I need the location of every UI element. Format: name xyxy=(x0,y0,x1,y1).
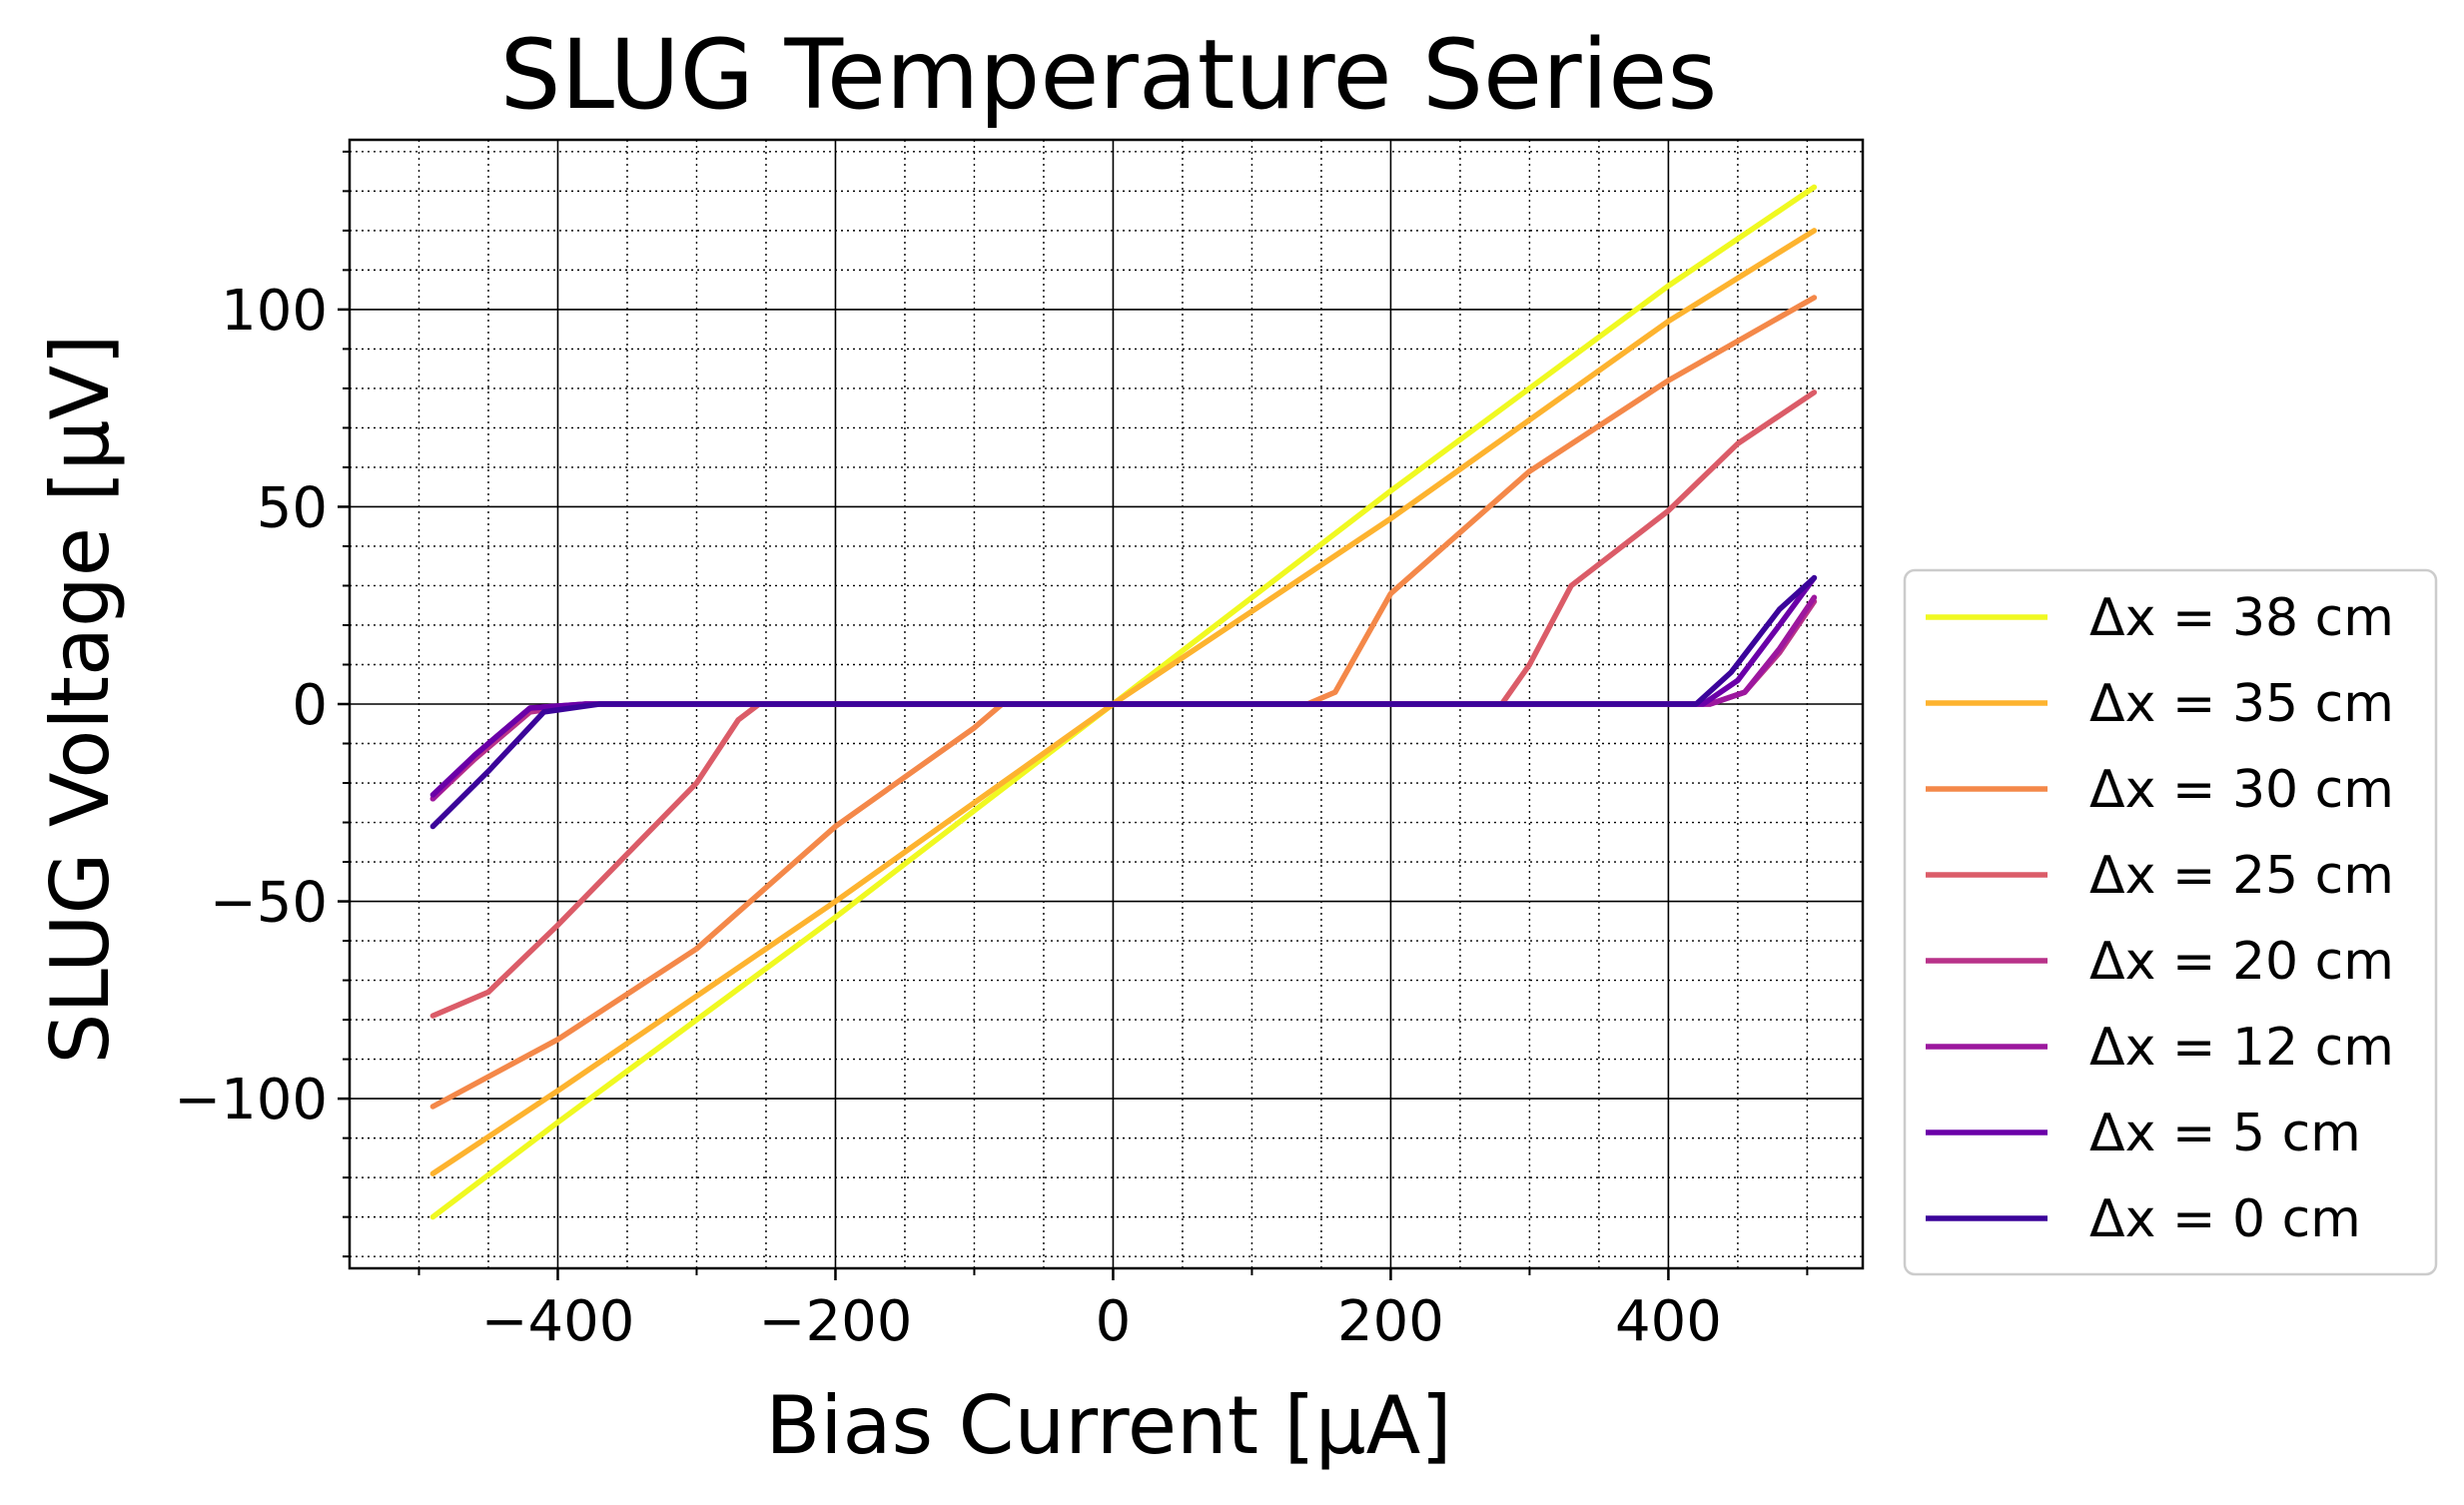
series-line xyxy=(429,574,1818,798)
x-axis-label: Bias Current [μA] xyxy=(765,1379,1451,1472)
legend-items: Δx = 38 cm Δx = 35 cm Δx = 30 cm Δx = 25 cm… xyxy=(1926,588,2394,1249)
series-group xyxy=(429,184,1818,1220)
legend-label: Δx = 5 cm xyxy=(2089,1104,2361,1163)
legend: Δx = 38 cm Δx = 35 cm Δx = 30 cm Δx = 25 cm… xyxy=(1903,568,2438,1276)
legend-box xyxy=(1903,568,2438,1276)
y-tick-label: 0 xyxy=(292,673,328,738)
series-line xyxy=(429,574,1818,830)
legend-label: Δx = 30 cm xyxy=(2089,760,2394,820)
y-tick-label: 50 xyxy=(257,475,328,540)
x-tick-label: 400 xyxy=(1615,1289,1722,1354)
x-tick-label: −400 xyxy=(481,1289,635,1354)
x-tick-label: 0 xyxy=(1096,1289,1132,1354)
ticks-group: −400 −200 0 200 400 −100 −50 0 50 100 xyxy=(174,150,1809,1354)
y-tick-label: −50 xyxy=(210,871,328,936)
y-tick-label: −100 xyxy=(174,1068,328,1132)
legend-label: Δx = 0 cm xyxy=(2089,1189,2361,1249)
legend-label: Δx = 25 cm xyxy=(2089,846,2394,906)
legend-label: Δx = 20 cm xyxy=(2089,932,2394,992)
chart-title: SLUG Temperature Series xyxy=(500,19,1718,131)
y-tick-label: 100 xyxy=(221,279,328,344)
x-tick-label: 200 xyxy=(1337,1289,1444,1354)
legend-label: Δx = 35 cm xyxy=(2089,674,2394,734)
legend-label: Δx = 38 cm xyxy=(2089,588,2394,648)
y-axis-label: SLUG Voltage [μV] xyxy=(34,335,127,1065)
legend-label: Δx = 12 cm xyxy=(2089,1018,2394,1078)
x-tick-label: −200 xyxy=(759,1289,913,1354)
